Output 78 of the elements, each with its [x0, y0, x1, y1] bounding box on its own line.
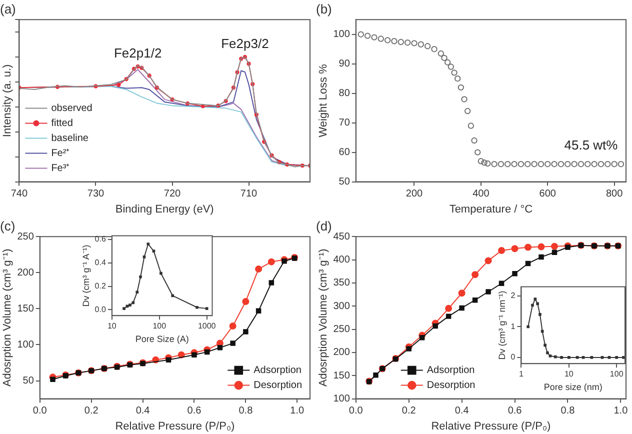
x-axis-title: Pore Size (A)	[135, 334, 189, 344]
x-tick-label: 100	[152, 322, 167, 331]
legend-label: Fe²⁺	[51, 148, 70, 160]
x-tick-label: 720	[164, 188, 182, 200]
y-tick-label: 50	[338, 176, 350, 188]
y-tick-label: 300	[333, 300, 350, 312]
x-tick-label: 10	[107, 322, 117, 331]
chart-title: (a)	[0, 1, 16, 16]
y-tick-label: 2	[510, 291, 516, 300]
annotation: Fe2p3/2	[221, 36, 269, 52]
y-axis-title: Adosrption Volume (cm³ g⁻¹)	[2, 248, 14, 387]
x-tick-label: 800	[606, 188, 624, 200]
x-tick-label: 1.0	[290, 406, 305, 417]
y-axis-title: Dv (cm³ g⁻¹ nm⁻¹)	[496, 290, 507, 360]
x-axis-title: Relative Pressure (P/P₀)	[115, 420, 235, 432]
x-tick-label: 0.8	[560, 406, 576, 417]
x-tick-label: 1000	[198, 322, 216, 331]
legend-label: Desorption	[254, 380, 302, 392]
y-tick-label: 50	[22, 376, 34, 387]
x-tick-label: 0.2	[402, 406, 416, 417]
y-axis-title: Dv (cm³ g⁻¹ A⁻¹)	[80, 244, 91, 307]
chart-title: (c)	[0, 218, 16, 234]
x-tick-label: 0.0	[32, 406, 48, 417]
legend-label: Fe³⁺	[51, 163, 70, 174]
y-tick-label: 200	[17, 267, 34, 278]
x-tick-label: 730	[87, 188, 105, 200]
x-tick-label: 0.6	[187, 406, 202, 417]
y-tick-label: 90	[338, 58, 350, 70]
x-tick-label: 0.4	[454, 406, 470, 417]
y-tick-label: 70	[338, 118, 350, 129]
x-tick-label: 0.8	[238, 406, 254, 417]
y-tick-label: 250	[333, 324, 350, 336]
y-tick-label: 100	[333, 394, 350, 405]
chart-title: (d)	[316, 218, 332, 234]
x-tick-label: 0.4	[136, 406, 150, 417]
y-axis-title: Intensity (a. u.)	[2, 64, 14, 138]
y-tick-label: 0	[510, 352, 516, 362]
y-axis-title: Weight Loss %	[318, 64, 330, 138]
y-tick-label: 350	[333, 278, 350, 289]
y-axis-title: Adosrption Volume (cm³ g⁻¹)	[318, 248, 330, 387]
y-tick-label: 200	[333, 347, 350, 358]
y-tick-label: 0.2	[94, 281, 106, 290]
y-tick-label: 250	[17, 231, 34, 242]
y-tick-label: 150	[333, 370, 350, 382]
x-tick-label: 710	[240, 188, 258, 200]
y-tick-label: 100	[17, 339, 34, 350]
x-tick-label: 10	[564, 370, 574, 379]
y-tick-label: 150	[17, 303, 34, 314]
x-axis-title: Binding Energy (eV)	[115, 203, 214, 216]
x-tick-label: 740	[10, 188, 28, 200]
x-tick-label: 200	[406, 188, 424, 200]
legend-label: Adsorption	[254, 365, 302, 376]
x-tick-label: 600	[539, 188, 556, 200]
legend-label: observed	[51, 103, 92, 114]
y-tick-label: 80	[338, 88, 350, 100]
x-tick-label: 1.0	[614, 406, 628, 417]
x-tick-label: 100	[610, 370, 624, 379]
y-tick-label: 450	[333, 231, 350, 242]
legend-label: Desorption	[426, 380, 476, 392]
x-tick-label: 1	[519, 370, 524, 379]
y-tick-label: 60	[338, 147, 350, 158]
y-tick-label: 100	[333, 29, 350, 40]
x-axis-title: Pore size (nm)	[544, 382, 602, 392]
annotation: 45.5 wt%	[564, 137, 618, 152]
x-axis-title: Relative Pressure (P/P₀)	[431, 420, 551, 432]
y-tick-label: 0.0	[94, 304, 106, 314]
y-tick-label: 0.4	[94, 258, 106, 267]
x-tick-label: 400	[472, 188, 490, 200]
legend-label: fitted	[51, 118, 73, 130]
y-tick-label: 400	[333, 254, 350, 266]
legend-label: Adsorption	[426, 365, 475, 376]
x-axis-title: Temperature / °C	[449, 203, 533, 216]
legend-label: baseline	[51, 133, 89, 144]
y-tick-label: 0.6	[94, 234, 106, 244]
x-tick-label: 0.0	[348, 406, 364, 417]
chart-title: (b)	[316, 1, 332, 16]
x-tick-label: 0.2	[84, 406, 99, 417]
annotation: Fe2p1/2	[114, 46, 162, 61]
